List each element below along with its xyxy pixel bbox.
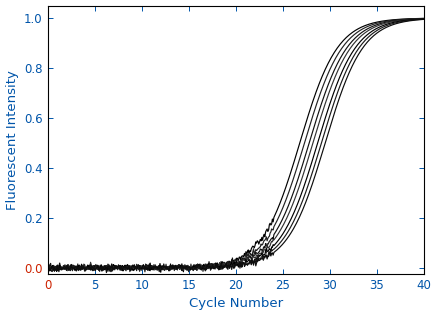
X-axis label: Cycle Number: Cycle Number [189,297,283,310]
Y-axis label: Fluorescent Intensity: Fluorescent Intensity [6,70,18,210]
